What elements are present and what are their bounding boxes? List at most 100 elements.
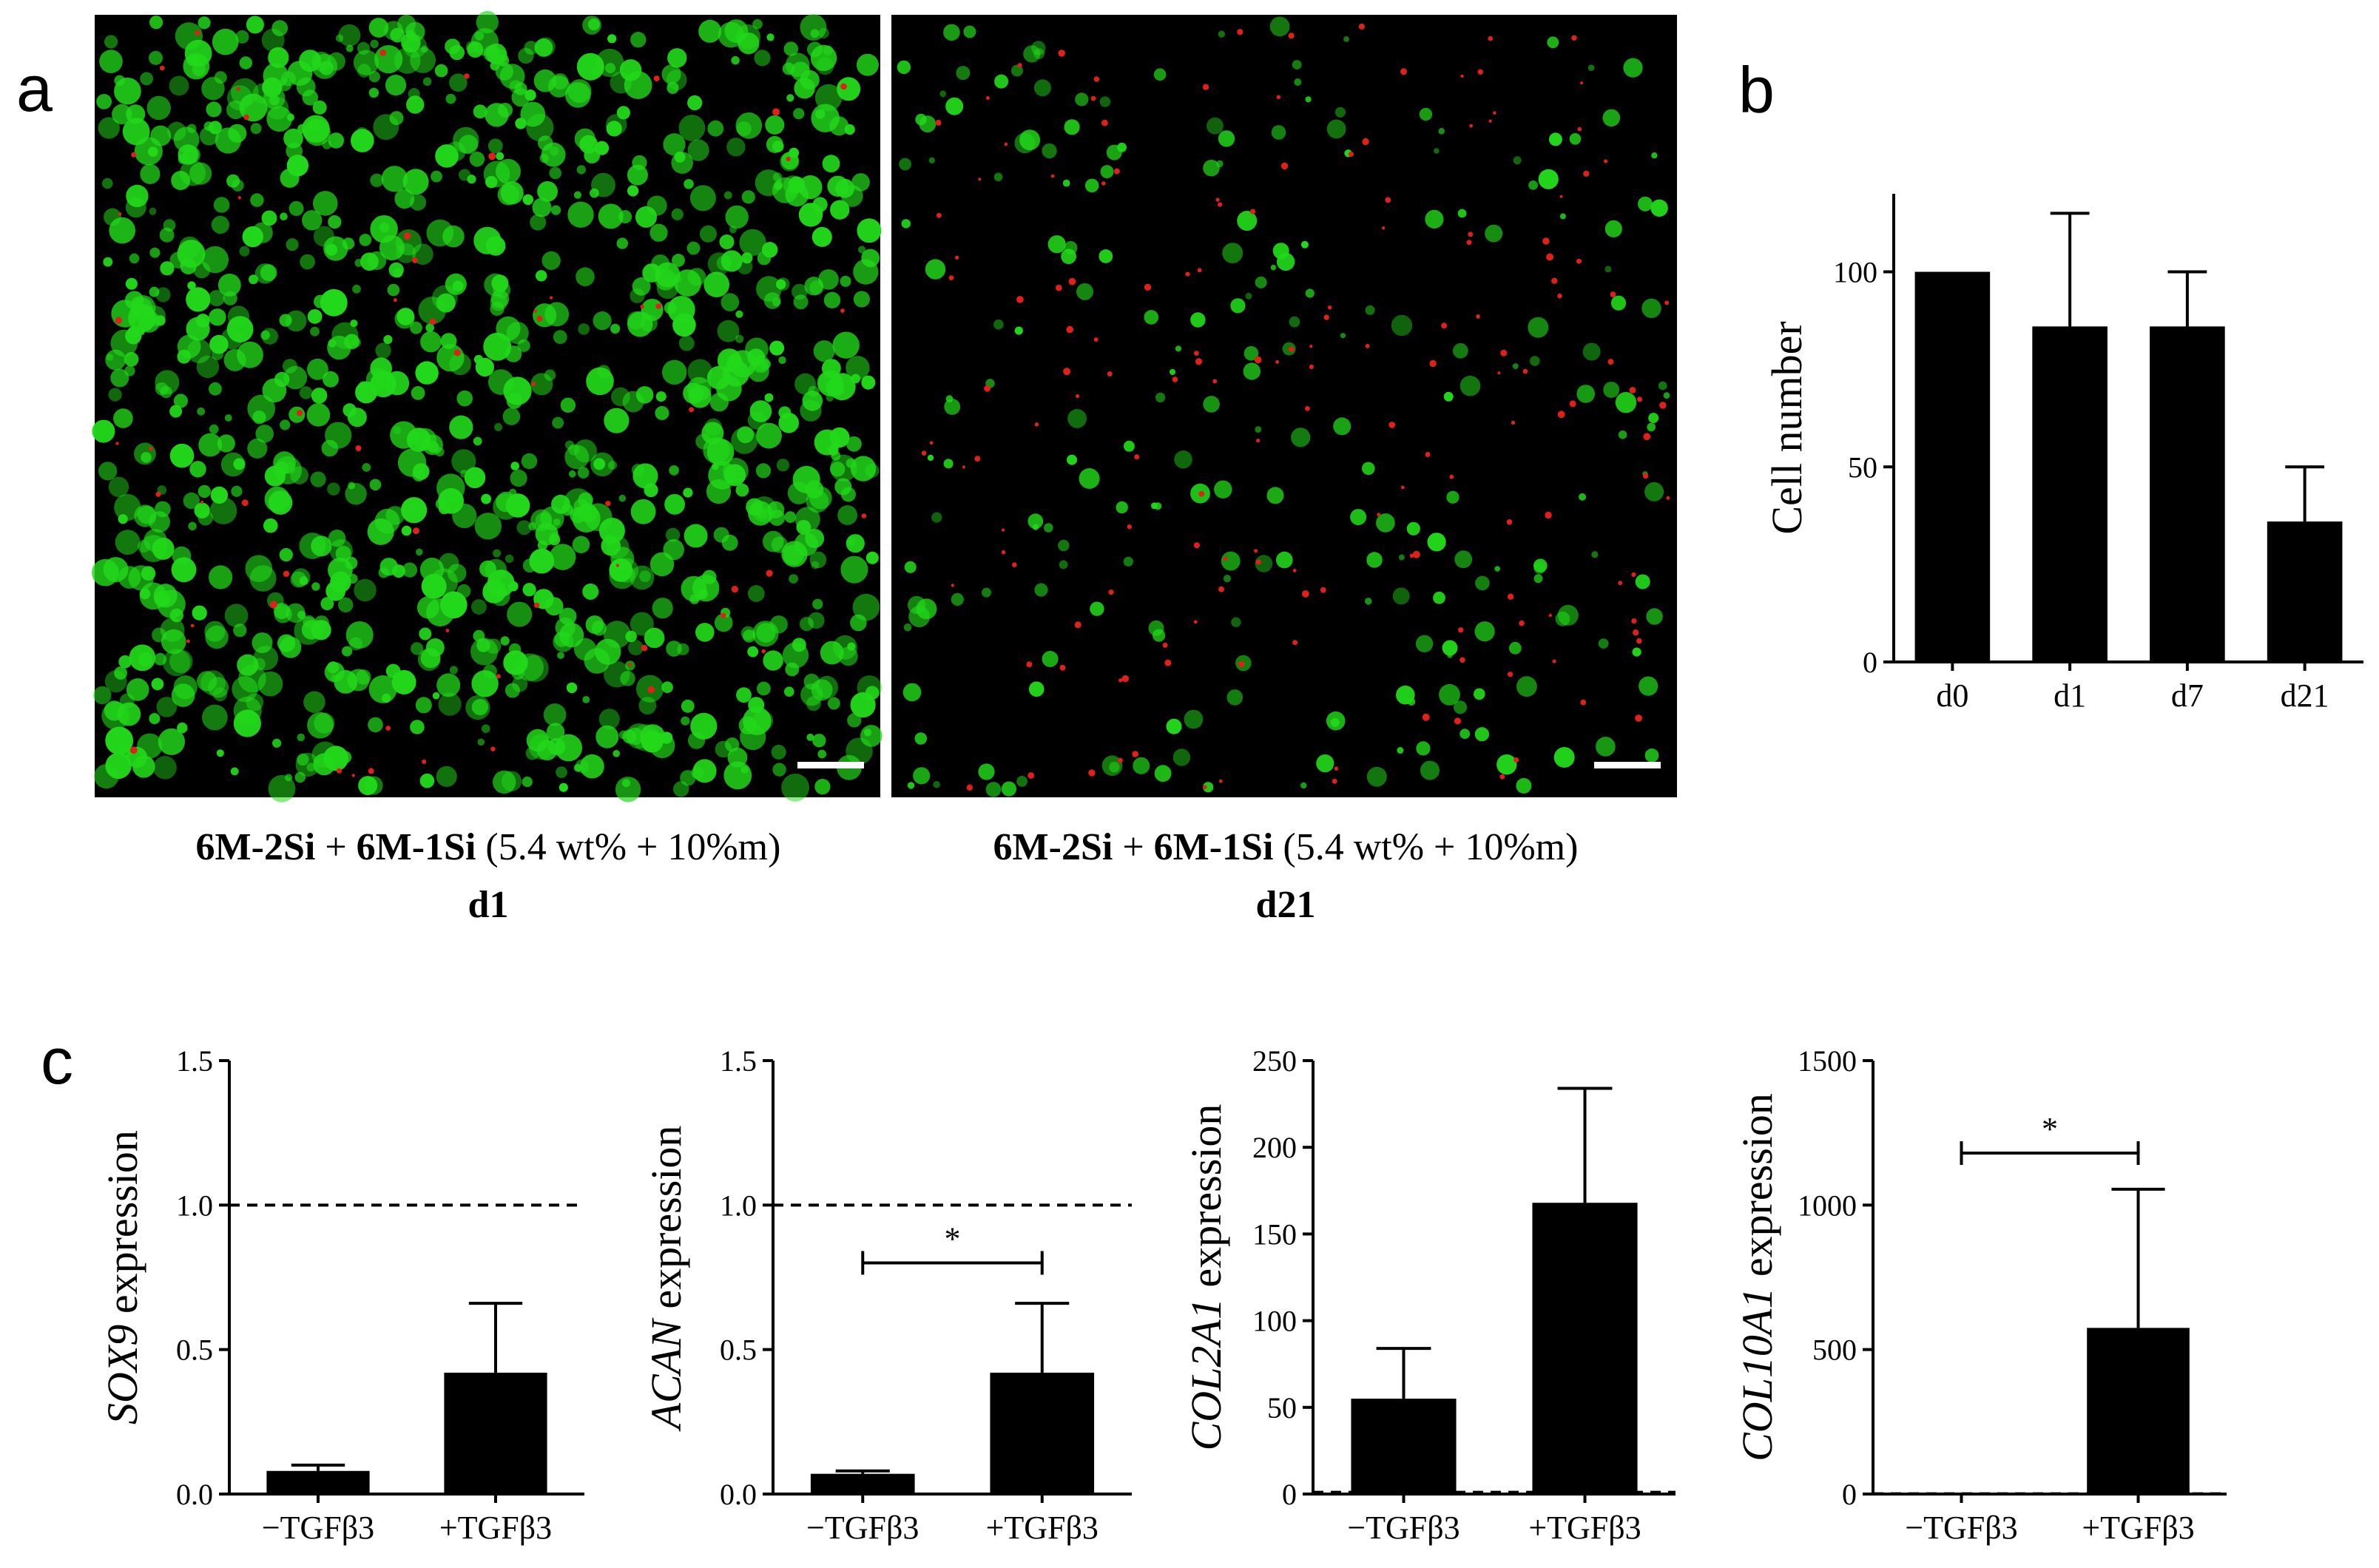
significance-label: *: [945, 1220, 961, 1257]
live-cell: [1334, 107, 1346, 118]
live-cell: [506, 322, 529, 345]
live-cell: [560, 397, 576, 413]
live-cell: [235, 30, 249, 44]
live-cell: [1291, 428, 1311, 447]
live-cell: [1416, 741, 1431, 756]
dead-cell: [1604, 159, 1608, 163]
live-cell: [746, 498, 763, 516]
live-cell: [667, 81, 679, 94]
live-cell: [1438, 128, 1445, 135]
live-cell: [201, 77, 225, 101]
live-cell: [832, 331, 860, 359]
live-cell: [328, 557, 353, 583]
dead-cell: [929, 441, 934, 445]
live-cell: [1316, 754, 1334, 773]
live-cell: [927, 454, 934, 462]
live-cell: [709, 393, 729, 412]
live-cell: [118, 655, 132, 669]
live-cell: [598, 518, 625, 544]
live-cell: [547, 75, 570, 98]
live-cell: [396, 672, 414, 689]
dead-cell: [1466, 240, 1472, 246]
live-cell: [154, 652, 167, 666]
live-cell: [556, 766, 567, 778]
live-cell: [549, 166, 561, 180]
live-cell: [567, 79, 592, 104]
dead-cell: [1580, 699, 1587, 706]
live-cell: [252, 222, 273, 243]
live-cell: [735, 483, 749, 497]
live-cell: [1076, 283, 1093, 300]
live-cell: [155, 287, 171, 303]
live-cell: [767, 501, 785, 518]
live-cell: [331, 322, 359, 349]
live-cell: [751, 496, 777, 522]
dead-cell: [641, 644, 648, 652]
live-cell: [1343, 36, 1349, 42]
x-tick-label: +TGFβ3: [439, 1510, 552, 1546]
live-cell: [1116, 501, 1128, 514]
dead-cell: [200, 500, 204, 504]
live-cell: [951, 592, 964, 606]
live-cell: [445, 38, 461, 55]
live-cell: [533, 303, 557, 328]
x-tick-label: d1: [2054, 677, 2086, 714]
live-cell: [572, 535, 590, 553]
dead-cell: [1118, 678, 1123, 683]
live-cell: [163, 219, 176, 232]
live-cell: [809, 280, 824, 295]
dead-cell: [1348, 151, 1354, 158]
bar: [810, 1473, 915, 1494]
live-cell: [808, 612, 825, 629]
live-cell: [197, 407, 206, 416]
dead-cell: [1093, 337, 1099, 342]
live-cell: [736, 687, 752, 703]
live-cell: [1591, 551, 1599, 558]
live-cell: [246, 693, 264, 712]
live-cell: [665, 527, 681, 542]
live-cell: [622, 729, 637, 744]
live-cell: [261, 28, 285, 52]
dead-cell: [1237, 29, 1244, 36]
live-cell: [865, 686, 880, 700]
live-cell: [146, 95, 171, 121]
live-cell: [1365, 305, 1375, 315]
live-cell: [1023, 45, 1041, 63]
live-cell: [1255, 426, 1262, 433]
dead-cell: [1050, 174, 1055, 178]
dead-cell: [1101, 181, 1106, 186]
live-cell: [1603, 382, 1620, 398]
live-cell: [367, 251, 387, 270]
live-cell: [522, 583, 536, 597]
live-cell: [473, 436, 482, 446]
live-cell: [103, 557, 129, 583]
live-cell: [667, 48, 687, 68]
live-cell: [1042, 143, 1057, 159]
live-cell: [1364, 598, 1372, 605]
live-cell: [663, 133, 686, 156]
live-cell: [1553, 747, 1575, 768]
live-cell: [302, 210, 323, 231]
live-cell: [431, 170, 442, 183]
live-cell: [1027, 513, 1044, 530]
live-cell: [813, 340, 835, 362]
dead-cell: [1552, 659, 1556, 663]
live-cell: [1333, 417, 1352, 436]
live-cell: [1175, 345, 1181, 352]
live-cell: [209, 424, 219, 434]
live-cell: [261, 210, 277, 226]
y-tick-label: 1500: [1798, 1044, 1857, 1078]
live-cell: [496, 152, 505, 160]
dead-cell: [1412, 550, 1420, 558]
dead-cell: [1429, 359, 1437, 368]
live-cell: [273, 451, 296, 474]
live-cell: [1397, 747, 1404, 754]
live-cell: [576, 267, 595, 287]
live-cell: [1632, 647, 1641, 657]
live-cell: [1203, 782, 1214, 793]
live-cell: [639, 570, 651, 583]
live-cell: [490, 289, 510, 308]
dead-cell: [1121, 675, 1130, 683]
live-cell: [1415, 635, 1434, 652]
y-axis-label-gene: SOX9: [98, 1325, 146, 1425]
